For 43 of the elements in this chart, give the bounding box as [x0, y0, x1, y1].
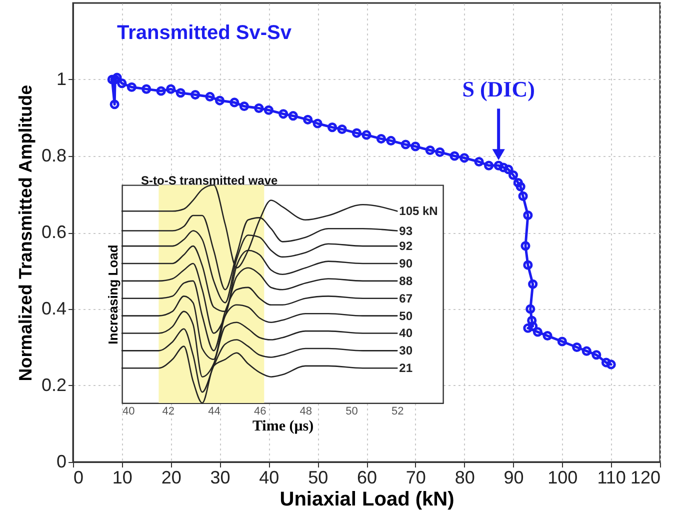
x-tick-label: 50	[346, 406, 358, 418]
x-tick-label: 42	[162, 406, 174, 418]
series-label: 21	[399, 361, 413, 376]
x-tick-label: 52	[392, 406, 404, 418]
chart-title: S-to-S transmitted wave	[141, 173, 278, 188]
x-tick-label: 30	[210, 468, 230, 488]
x-tick-label: 0	[74, 468, 84, 488]
y-tick-label: 0	[56, 452, 66, 472]
y-tick-label: 1	[56, 69, 66, 89]
x-tick-label: 60	[356, 468, 378, 488]
series-label: 90	[399, 256, 413, 270]
y-tick-label: 0.2	[41, 375, 66, 395]
x-tick-label: 10	[112, 468, 132, 488]
x-tick-label: 110	[597, 468, 626, 488]
x-tick-label: 40	[259, 468, 280, 488]
series-label: 30	[399, 344, 413, 358]
x-axis-title: Uniaxial Load (kN)	[280, 488, 454, 510]
series-label: 93	[399, 224, 413, 238]
x-tick-label: 48	[300, 406, 312, 418]
x-tick-label: 80	[454, 468, 475, 488]
x-tick-label: 44	[208, 406, 220, 418]
x-tick-label: 46	[254, 406, 266, 418]
x-tick-label: 20	[161, 468, 182, 488]
x-axis-title: Time (μs)	[252, 418, 314, 434]
y-axis-title: Normalized Transmitted Amplitude	[15, 84, 36, 382]
series-label: 88	[399, 274, 413, 288]
x-tick-label: 90	[504, 468, 524, 488]
y-axis-title: Increasing Load	[106, 244, 120, 344]
series-label: Transmitted Sv-Sv	[117, 22, 292, 44]
x-tick-label: 70	[406, 468, 426, 488]
series-label: 92	[399, 239, 413, 254]
annotation: S (DIC)	[462, 76, 535, 102]
series-label: 50	[399, 308, 413, 323]
series-label: 67	[399, 291, 413, 306]
y-tick-label: 0.6	[41, 222, 66, 242]
x-tick-label: 40	[122, 406, 135, 418]
y-tick-label: 0.4	[41, 298, 66, 318]
x-tick-label: 50	[308, 468, 328, 488]
series-label: 105 kN	[399, 204, 438, 218]
y-tick-label: 0.8	[41, 146, 66, 166]
series-label: 40	[399, 326, 413, 340]
x-tick-label: 120	[630, 468, 660, 488]
x-tick-label: 100	[548, 468, 578, 488]
